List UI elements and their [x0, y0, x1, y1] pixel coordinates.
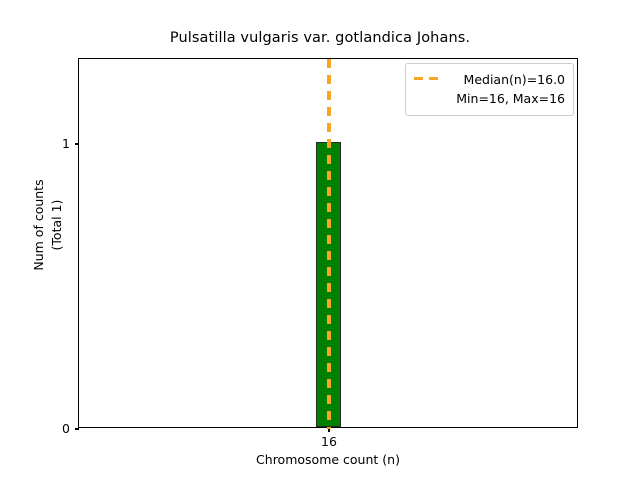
- x-tick-mark-16: [328, 427, 330, 432]
- chart-legend: Median(n)=16.0 Min=16, Max=16: [405, 63, 574, 116]
- legend-labels: Median(n)=16.0 Min=16, Max=16: [452, 70, 565, 109]
- x-axis-label: Chromosome count (n): [256, 452, 400, 467]
- y-tick-label-0: 0: [62, 421, 70, 436]
- dashed-line-icon: [414, 70, 444, 86]
- y-axis-label-wrapper: Num of counts (Total 1): [28, 40, 68, 410]
- y-tick-mark-1: [74, 143, 79, 145]
- legend-label-median: Median(n)=16.0: [463, 72, 565, 87]
- plot-area: 0 1 16 Median(n)=16.0 Min=16, Max=16: [62, 58, 578, 449]
- legend-label-minmax: Min=16, Max=16: [456, 91, 565, 107]
- y-tick-mark-0: [74, 428, 79, 430]
- x-tick-label-16: 16: [321, 434, 337, 449]
- y-tick-label-1: 1: [62, 136, 70, 151]
- median-line: [327, 59, 331, 429]
- y-axis-label: Num of counts (Total 1): [30, 179, 64, 271]
- legend-entry-median: Median(n)=16.0 Min=16, Max=16: [414, 70, 565, 109]
- chart-title: Pulsatilla vulgaris var. gotlandica Joha…: [169, 30, 471, 46]
